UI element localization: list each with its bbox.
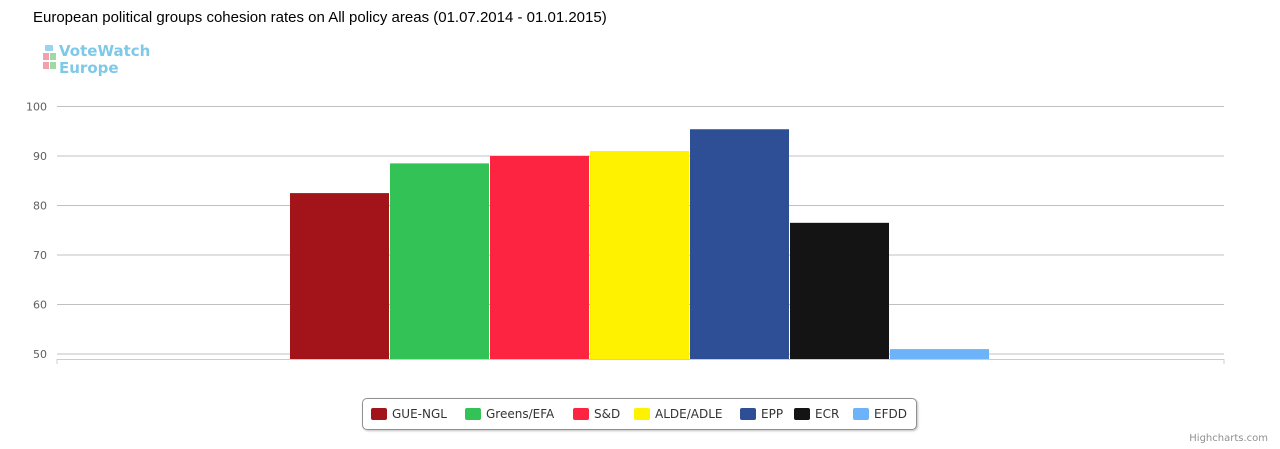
legend-swatch [573,408,589,420]
legend-item-greens-efa[interactable]: Greens/EFA [465,406,554,422]
legend-label: GUE-NGL [392,407,447,421]
legend-swatch [371,408,387,420]
legend-item-s-d[interactable]: S&D [573,406,620,422]
bar-ecr[interactable] [790,222,889,359]
votewatch-logo: VoteWatch Europe [43,43,173,83]
y-tick-label: 80 [33,199,47,212]
y-tick-label: 50 [33,348,47,361]
legend-swatch [740,408,756,420]
legend-label: EPP [761,407,784,421]
y-axis-ticks: 100 90 80 70 60 50 [26,100,47,361]
legend-label: S&D [594,407,621,421]
grid-lines [57,105,1224,355]
logo-line-1: VoteWatch [59,42,151,60]
bar-s-d[interactable] [490,155,589,359]
bar-efdd[interactable] [890,349,989,359]
legend-item-epp[interactable]: EPP [740,406,783,422]
bar-greens-efa[interactable] [390,163,489,359]
y-tick-label: 100 [26,100,47,113]
legend-label: Greens/EFA [486,407,555,421]
legend-swatch [794,408,810,420]
legend-item-gue-ngl[interactable]: GUE-NGL [371,406,447,422]
y-tick-label: 90 [33,150,47,163]
x-axis [56,359,1225,364]
legend-label: ALDE/ADLE [655,407,723,421]
legend-swatch [465,408,481,420]
legend-item-alde-adle[interactable]: ALDE/ADLE [634,406,722,422]
credits-link[interactable]: Highcharts.com [1189,433,1268,444]
logo-line-2: Europe [59,59,119,77]
y-tick-label: 70 [33,249,47,262]
legend-label: ECR [815,407,840,421]
chart-title: European political groups cohesion rates… [33,9,607,26]
legend-label: EFDD [874,407,907,421]
legend-swatch [634,408,650,420]
legend-swatch [853,408,869,420]
bar-alde-adle[interactable] [590,151,689,359]
legend-item-ecr[interactable]: ECR [794,406,839,422]
bar-epp[interactable] [690,129,789,359]
legend-item-efdd[interactable]: EFDD [853,406,907,422]
ballot-box-icon [43,45,56,69]
bar-gue-ngl[interactable] [290,193,389,359]
bars [290,129,989,359]
legend: GUE-NGL Greens/EFA S&D ALDE/ADLE EPP ECR EFDD [362,398,917,430]
y-tick-label: 60 [33,299,47,312]
